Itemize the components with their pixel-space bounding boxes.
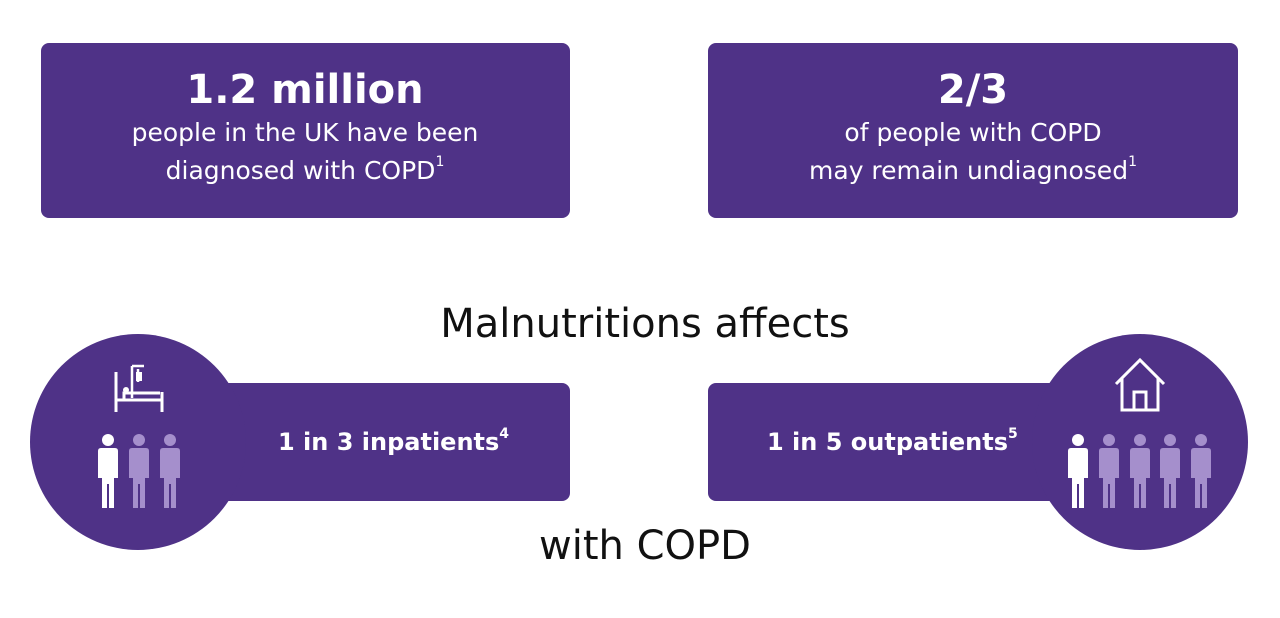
stat-text: people in the UK have been — [132, 118, 479, 147]
stat-headline: 1.2 million — [186, 67, 423, 113]
group-label: 1 in 3 inpatients4 — [278, 426, 509, 456]
stat-box — [708, 43, 1238, 218]
group-label-text: 1 in 3 inpatients — [278, 428, 499, 456]
reference: 5 — [1008, 426, 1018, 442]
group-label: 1 in 5 outpatients5 — [767, 426, 1018, 456]
footer: with COPD — [539, 523, 751, 569]
stat-text-line: diagnosed with COPD — [166, 156, 436, 185]
reference: 1 — [1128, 154, 1137, 170]
reference: 4 — [499, 426, 509, 442]
house-icon — [1114, 357, 1166, 412]
heading: Malnutritions affects — [440, 301, 849, 347]
group-bar — [708, 383, 1078, 501]
stat-text-line: may remain undiagnosed — [809, 156, 1128, 185]
group-bar — [200, 383, 570, 501]
group-label-text: 1 in 5 outpatients — [767, 428, 1008, 456]
reference: 1 — [435, 154, 444, 170]
bed-icon — [114, 364, 164, 412]
stat-text: diagnosed with COPD1 — [166, 154, 445, 185]
stat-text: of people with COPD — [844, 118, 1101, 147]
stat-box — [41, 43, 570, 218]
stat-text: may remain undiagnosed1 — [809, 154, 1137, 185]
stat-headline: 2/3 — [938, 67, 1008, 113]
